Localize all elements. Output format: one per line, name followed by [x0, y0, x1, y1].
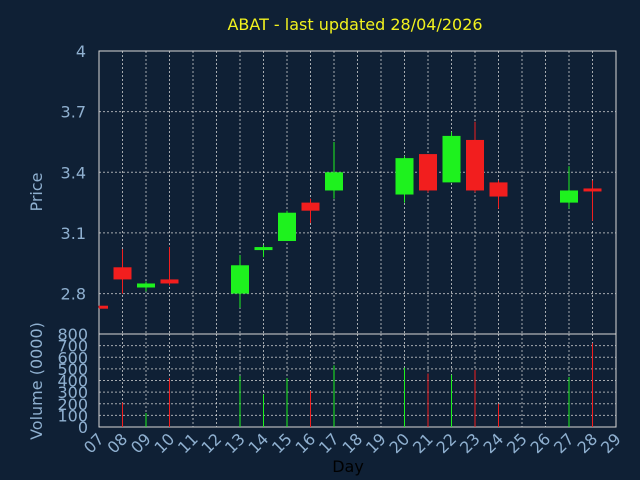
price-tick-label: 4	[76, 42, 86, 61]
volume-tick-label: 400	[57, 372, 88, 391]
candle-body	[99, 305, 108, 309]
candle-body	[560, 190, 578, 203]
volume-tick-label: 300	[57, 383, 88, 402]
candle-body	[395, 158, 414, 195]
volume-frame	[98, 333, 617, 428]
price-panel: 4 3.7 3.4 3.1 2.8	[61, 42, 617, 335]
volume-tick-label: 500	[57, 360, 88, 379]
price-tick-label: 2.8	[61, 285, 86, 304]
candle-body	[160, 279, 179, 284]
volume-tick-label: 100	[57, 406, 88, 425]
price-axis-label: Price	[27, 172, 46, 211]
candle-body	[278, 212, 296, 242]
price-tick-label: 3.4	[61, 163, 86, 182]
candle-body	[113, 267, 132, 280]
x-axis: 0708091011121314151617181920212223242526…	[80, 429, 625, 457]
volume-tick-label: 600	[57, 348, 88, 367]
volume-axis-label: Volume (0000)	[27, 322, 46, 440]
candle-body	[489, 182, 508, 197]
volume-tick-label: 700	[57, 337, 88, 356]
volume-tick-label: 0	[78, 418, 88, 437]
volume-tick-label: 200	[57, 395, 88, 414]
candle-body	[466, 139, 484, 191]
x-axis-label: Day	[332, 457, 364, 476]
candle-body	[583, 188, 602, 192]
price-tick-label: 3.1	[61, 224, 86, 243]
volume-tick-label: 800	[57, 325, 88, 344]
candle-body	[325, 172, 343, 191]
candle-body	[442, 135, 461, 183]
candle-body	[137, 283, 155, 288]
price-tick-label: 3.7	[61, 103, 86, 122]
candle-body	[254, 247, 273, 251]
candle-body	[301, 202, 320, 211]
candle-body	[231, 265, 249, 294]
candle-body	[419, 154, 437, 191]
chart-title: ABAT - last updated 28/04/2026	[227, 15, 482, 34]
